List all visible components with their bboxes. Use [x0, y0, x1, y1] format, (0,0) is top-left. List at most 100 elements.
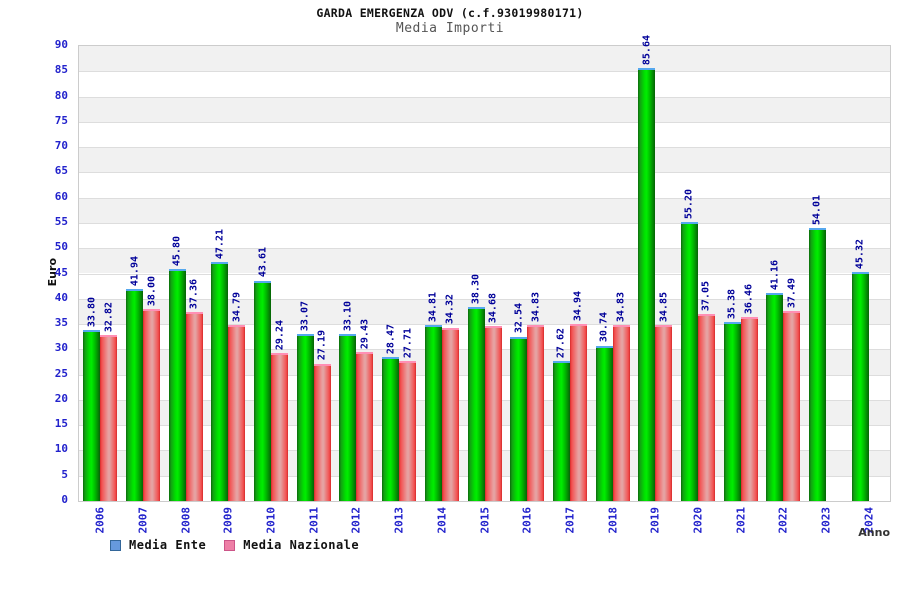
gridline-65: [79, 172, 890, 174]
bar-media-ente-2024: [851, 271, 869, 501]
value-label-media-ente-2009: 47.21: [214, 229, 226, 260]
value-label-media-ente-2013: 28.47: [385, 323, 397, 355]
gridline-85: [79, 71, 890, 73]
x-tick-2009: 2009: [221, 507, 235, 534]
x-tick-2023: 2023: [819, 507, 833, 534]
bar-media-nazionale-2015: [484, 325, 502, 501]
bar-media-nazionale-2019: [655, 324, 673, 501]
y-tick-10: 10: [54, 442, 68, 456]
value-label-media-ente-2014: 34.81: [427, 291, 439, 323]
value-label-media-ente-2017: 27.62: [555, 328, 567, 359]
plot-band: [79, 147, 890, 173]
y-tick-5: 5: [61, 467, 68, 481]
value-label-media-ente-2022: 41.16: [769, 259, 781, 290]
y-tick-65: 65: [54, 164, 68, 178]
bar-media-nazionale-2020: [697, 313, 715, 501]
x-tick-2017: 2017: [563, 507, 577, 534]
value-label-media-nazionale-2022: 37.49: [786, 278, 798, 309]
bar-media-ente-2006: [83, 330, 101, 501]
y-tick-15: 15: [54, 417, 68, 431]
gridline-35: [79, 324, 890, 326]
gridline-70: [79, 147, 890, 149]
plot-band: [79, 197, 890, 223]
value-label-media-nazionale-2010: 29.24: [274, 320, 286, 351]
bar-media-nazionale-2018: [612, 324, 630, 501]
x-tick-2012: 2012: [349, 507, 363, 534]
x-tick-2013: 2013: [392, 507, 406, 534]
y-tick-0: 0: [61, 493, 68, 506]
y-tick-25: 25: [54, 366, 68, 380]
x-tick-2007: 2007: [136, 507, 150, 534]
bar-media-nazionale-2007: [143, 308, 161, 501]
y-tick-80: 80: [54, 88, 68, 102]
value-label-media-nazionale-2018: 34.83: [615, 291, 627, 322]
y-axis: 0 5 10 15 20 25 30 35 40 45 50 55 60 65 70 75 80 85 90: [0, 38, 70, 506]
value-label-media-ente-2020: 55.20: [683, 188, 695, 219]
value-label-media-nazionale-2012: 29.43: [359, 319, 371, 350]
bar-media-nazionale-2014: [441, 327, 459, 501]
value-label-media-ente-2010: 43.61: [257, 247, 269, 278]
bar-media-nazionale-2012: [356, 352, 374, 501]
bar-media-ente-2019: [638, 68, 656, 501]
x-tick-2020: 2020: [691, 507, 705, 534]
gridline-80: [79, 96, 890, 98]
x-tick-2010: 2010: [264, 507, 278, 534]
x-tick-2011: 2011: [307, 507, 321, 534]
bar-media-nazionale-2021: [740, 316, 758, 501]
y-tick-55: 55: [54, 214, 68, 228]
x-tick-2016: 2016: [520, 507, 534, 534]
value-label-media-nazionale-2013: 27.71: [402, 327, 414, 358]
plot-band: [79, 46, 890, 72]
value-label-media-nazionale-2016: 34.83: [530, 291, 542, 322]
x-axis-title: Anno: [858, 526, 890, 539]
value-label-media-nazionale-2017: 34.94: [572, 291, 584, 322]
value-label-media-ente-2023: 54.01: [811, 194, 823, 225]
plot-band: [79, 248, 890, 274]
chart-subtitle: Media Importi: [395, 21, 505, 36]
bar-media-nazionale-2013: [399, 360, 417, 501]
y-tick-60: 60: [54, 189, 68, 203]
legend: Media Ente Media Nazionale: [110, 538, 359, 552]
bar-media-ente-2021: [723, 322, 741, 501]
bar-media-ente-2018: [595, 345, 613, 501]
bar-media-nazionale-2022: [783, 311, 801, 501]
legend-swatch-media-nazionale: [224, 539, 236, 551]
bar-media-ente-2023: [808, 227, 826, 501]
value-label-media-nazionale-2020: 37.05: [700, 280, 712, 311]
value-label-media-nazionale-2006: 32.82: [103, 301, 115, 333]
value-label-media-nazionale-2014: 34.32: [444, 294, 456, 325]
y-tick-40: 40: [54, 290, 68, 304]
value-label-media-ente-2016: 32.54: [513, 303, 525, 334]
y-tick-70: 70: [54, 139, 68, 153]
value-label-media-ente-2012: 33.10: [342, 300, 354, 331]
bar-media-ente-2011: [296, 333, 314, 501]
legend-label-media-ente: Media Ente: [129, 538, 207, 552]
value-label-media-ente-2006: 33.80: [86, 297, 98, 328]
value-label-media-ente-2019: 85.64: [641, 34, 653, 66]
value-label-media-ente-2015: 38.30: [470, 274, 482, 305]
gridline-50: [79, 248, 890, 250]
y-tick-20: 20: [54, 391, 68, 405]
value-label-media-nazionale-2008: 37.36: [188, 279, 200, 310]
y-tick-85: 85: [54, 63, 68, 77]
plot-band: [79, 222, 890, 249]
bar-media-nazionale-2011: [313, 363, 331, 501]
value-label-media-ente-2021: 35.38: [726, 289, 738, 320]
plot-band: [79, 71, 890, 97]
plot-band: [79, 96, 890, 122]
y-tick-30: 30: [54, 341, 68, 355]
x-tick-2019: 2019: [648, 507, 662, 534]
value-label-media-ente-2007: 41.94: [129, 255, 141, 286]
x-tick-2014: 2014: [435, 507, 449, 534]
value-label-media-nazionale-2021: 36.46: [743, 283, 755, 314]
value-label-media-ente-2011: 33.07: [299, 300, 311, 331]
y-tick-35: 35: [54, 316, 68, 330]
value-label-media-nazionale-2011: 27.19: [316, 330, 328, 361]
plot-area: 33.80 32.82 41.94 38.00 45.80 37.36 47.21 34.79…: [78, 35, 891, 502]
bar-media-nazionale-2010: [271, 353, 289, 501]
bar-media-ente-2016: [510, 336, 528, 501]
bar-media-nazionale-2006: [100, 335, 118, 501]
plot-band: [79, 121, 890, 148]
x-tick-2006: 2006: [93, 507, 107, 534]
bar-media-ente-2014: [424, 325, 442, 501]
